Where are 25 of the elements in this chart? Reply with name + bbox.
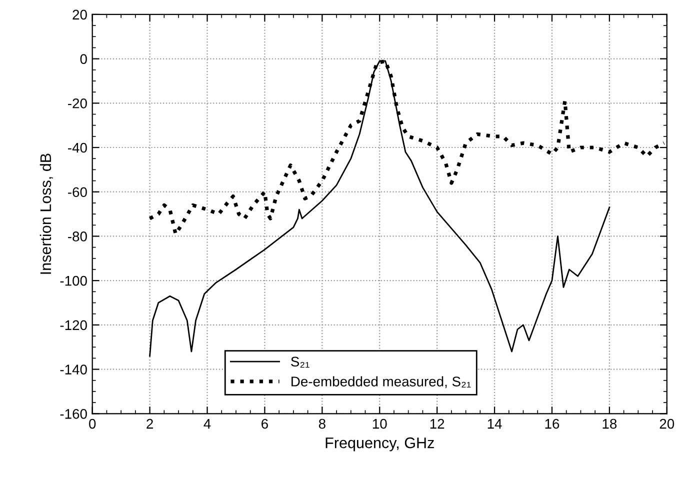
x-tick-label: 20	[660, 418, 674, 429]
y-tick-label: -60	[68, 187, 87, 198]
x-axis-title: Frequency, GHz	[326, 437, 434, 452]
legend-label: S₂₁	[291, 356, 310, 368]
x-tick-label: 8	[318, 418, 326, 429]
x-tick-label: 6	[262, 418, 268, 429]
y-tick-label: 20	[72, 10, 87, 20]
x-tick-label: 2	[146, 418, 153, 429]
x-tick-label: 10	[372, 418, 387, 429]
y-tick-label: -140	[60, 364, 87, 374]
y-tick-label: -100	[60, 276, 87, 286]
x-tick-label: 0	[89, 418, 96, 429]
x-tick-label: 16	[545, 418, 560, 429]
x-tick-label: 14	[488, 419, 502, 429]
x-tick-label: 12	[430, 418, 444, 429]
x-tick-label: 18	[602, 418, 617, 429]
x-tick-label: 4	[204, 419, 211, 429]
y-tick-label: -80	[68, 232, 87, 242]
y-tick-label: -20	[68, 98, 87, 108]
y-tick-label: 0	[80, 54, 87, 64]
y-tick-label: -160	[60, 408, 87, 419]
y-tick-label: -40	[68, 142, 87, 153]
y-axis-title: Insertion Loss, dB	[40, 154, 53, 274]
y-tick-label: -120	[60, 320, 87, 330]
legend-label: De-embedded measured, S₂₁	[292, 376, 471, 388]
